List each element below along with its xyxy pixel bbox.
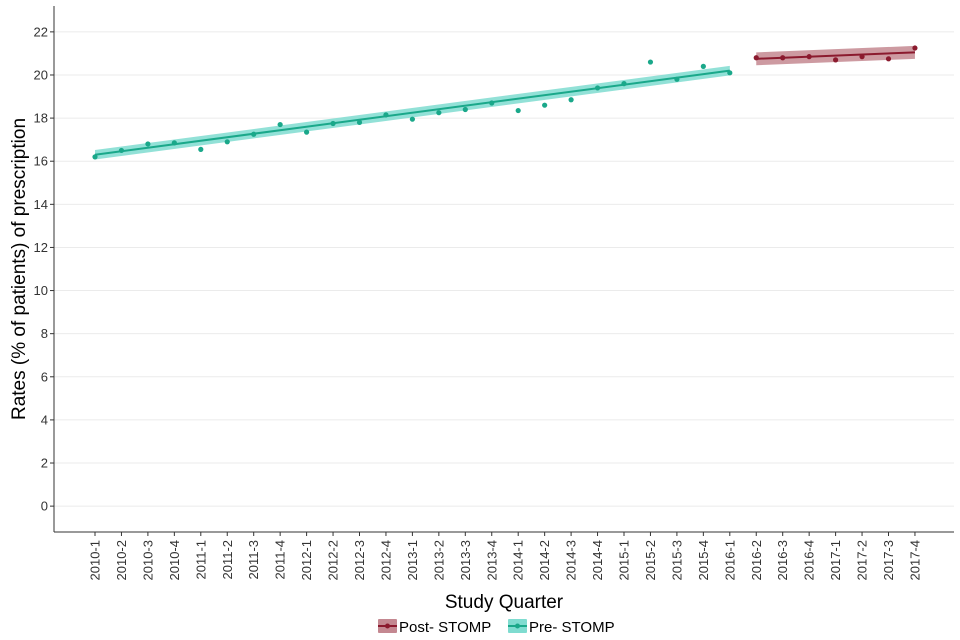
data-point-pre-stomp-2010-1: [92, 154, 98, 160]
x-tick-label-2012-4: 2012-4: [378, 540, 393, 580]
x-axis-title: Study Quarter: [445, 592, 564, 613]
x-tick-label-2013-4: 2013-4: [484, 540, 499, 580]
data-point-post-stomp-2016-3: [780, 55, 786, 61]
legend-item-post-stomp: Post- STOMP: [378, 619, 491, 636]
data-point-pre-stomp-2011-4: [277, 121, 283, 128]
data-point-pre-stomp-2010-2: [118, 147, 125, 154]
x-tick-label-2014-4: 2014-4: [590, 540, 605, 580]
data-point-pre-stomp-2015-4: [700, 63, 706, 69]
y-tick-label-0: 0: [41, 499, 48, 514]
x-tick-label-2017-2: 2017-2: [855, 540, 870, 580]
point-layer: [92, 45, 918, 160]
data-point-pre-stomp-2010-4: [171, 140, 177, 146]
x-tick-label-2011-2: 2011-2: [220, 540, 235, 580]
data-point-pre-stomp-2013-1: [409, 116, 415, 122]
x-tick-label-2013-2: 2013-2: [431, 540, 446, 580]
data-point-pre-stomp-2013-4: [489, 100, 495, 106]
y-axis-title: Rates (% of patients) of prescription: [9, 118, 30, 420]
x-tick-label-2010-3: 2010-3: [140, 540, 155, 580]
x-tick-label-2014-2: 2014-2: [537, 540, 552, 580]
legend-label-pre-stomp: Pre- STOMP: [529, 619, 615, 636]
x-tick-label-2011-3: 2011-3: [246, 540, 261, 580]
axis-layer: [53, 6, 954, 533]
data-point-pre-stomp-2014-4: [594, 85, 601, 91]
y-tick-label-10: 10: [34, 283, 48, 298]
x-tick-label-2015-1: 2015-1: [617, 540, 632, 580]
x-tick-label-2015-2: 2015-2: [643, 540, 658, 580]
y-tick-label-16: 16: [34, 154, 48, 169]
x-tick-label-2014-3: 2014-3: [564, 540, 579, 580]
x-tick-label-2012-2: 2012-2: [326, 540, 341, 580]
data-point-pre-stomp-2014-3: [568, 97, 574, 103]
x-tick-label-2011-1: 2011-1: [193, 540, 208, 580]
data-point-post-stomp-2017-2: [859, 54, 865, 60]
x-tick-label-2012-3: 2012-3: [352, 540, 367, 580]
x-tick-label-2016-4: 2016-4: [802, 540, 817, 580]
x-tick-label-2013-1: 2013-1: [405, 540, 420, 580]
y-tick-label-4: 4: [41, 412, 48, 427]
x-tick-label-2011-4: 2011-4: [273, 540, 288, 580]
x-tick-label-2014-1: 2014-1: [511, 540, 526, 580]
data-point-pre-stomp-2015-2: [647, 59, 654, 65]
legend-item-pre-stomp: Pre- STOMP: [508, 619, 615, 636]
y-tick-label-22: 22: [34, 24, 48, 39]
x-tick-label-2013-3: 2013-3: [458, 540, 473, 580]
y-tick-label-14: 14: [34, 197, 48, 212]
data-point-pre-stomp-2011-2: [224, 139, 230, 145]
x-tick-label-2015-4: 2015-4: [696, 540, 711, 580]
data-point-pre-stomp-2013-3: [462, 106, 468, 113]
data-point-pre-stomp-2011-3: [251, 131, 257, 137]
grid-layer: [54, 31, 954, 507]
x-tick-label-2016-3: 2016-3: [775, 540, 790, 580]
data-point-pre-stomp-2012-3: [356, 119, 363, 126]
x-tick-label-2015-3: 2015-3: [669, 540, 684, 580]
data-point-post-stomp-2017-1: [833, 57, 839, 63]
tick-layer: 0 2 4 6 8 10 12 14 16 18 20 22 2010-1 2010-2 2010-3 201…: [34, 24, 923, 580]
y-tick-label-8: 8: [41, 326, 48, 341]
data-point-pre-stomp-2011-1: [198, 146, 204, 152]
x-tick-label-2017-3: 2017-3: [881, 540, 896, 580]
data-point-post-stomp-2016-4: [806, 54, 812, 60]
x-tick-label-2010-1: 2010-1: [88, 540, 103, 580]
y-tick-label-20: 20: [34, 67, 48, 82]
y-tick-label-6: 6: [41, 369, 48, 384]
x-tick-label-2010-2: 2010-2: [114, 540, 129, 580]
y-tick-label-18: 18: [34, 111, 48, 126]
data-point-pre-stomp-2014-2: [542, 102, 548, 108]
data-point-pre-stomp-2016-1: [727, 70, 733, 76]
data-point-post-stomp-2017-4: [912, 45, 918, 51]
legend-label-post-stomp: Post- STOMP: [399, 619, 491, 636]
data-point-pre-stomp-2012-4: [383, 112, 389, 118]
data-point-pre-stomp-2015-3: [674, 76, 680, 82]
x-tick-label-2012-1: 2012-1: [299, 540, 314, 580]
x-tick-label-2016-1: 2016-1: [722, 540, 737, 580]
data-point-pre-stomp-2010-3: [145, 141, 151, 147]
data-point-pre-stomp-2015-1: [621, 81, 627, 87]
legend-point-pre-stomp: [515, 623, 520, 629]
data-point-pre-stomp-2012-2: [330, 120, 336, 127]
legend: Post- STOMP Pre- STOMP: [378, 619, 615, 636]
y-tick-label-2: 2: [41, 456, 48, 471]
x-tick-label-2017-1: 2017-1: [828, 540, 843, 580]
x-tick-label-2010-4: 2010-4: [167, 540, 182, 580]
data-point-pre-stomp-2014-1: [515, 107, 521, 114]
fit-line-pre-stomp: [94, 69, 730, 156]
y-tick-label-12: 12: [34, 240, 48, 255]
x-tick-label-2016-2: 2016-2: [749, 540, 764, 580]
data-point-post-stomp-2016-2: [753, 55, 759, 61]
x-tick-label-2017-4: 2017-4: [907, 540, 922, 580]
data-point-pre-stomp-2012-1: [304, 129, 310, 135]
legend-point-post-stomp: [385, 623, 390, 629]
data-point-pre-stomp-2013-2: [436, 110, 442, 116]
data-point-post-stomp-2017-3: [885, 56, 892, 62]
band-layer: [95, 45, 915, 160]
